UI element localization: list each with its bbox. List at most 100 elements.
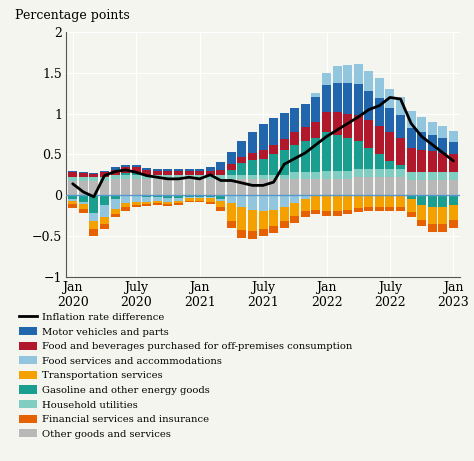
- Bar: [311, 195, 320, 210]
- Bar: [449, 181, 458, 195]
- Bar: [142, 197, 151, 201]
- Bar: [259, 159, 267, 175]
- Bar: [79, 209, 88, 213]
- Bar: [90, 177, 98, 181]
- Bar: [365, 207, 374, 212]
- Bar: [184, 197, 193, 198]
- Bar: [216, 170, 225, 175]
- Bar: [269, 226, 278, 233]
- Bar: [301, 211, 310, 217]
- Bar: [153, 179, 162, 195]
- Bar: [385, 161, 394, 169]
- Bar: [153, 171, 162, 175]
- Bar: [428, 122, 437, 135]
- Bar: [290, 108, 299, 132]
- Bar: [227, 195, 236, 203]
- Bar: [216, 207, 225, 211]
- Bar: [322, 179, 331, 195]
- Bar: [269, 175, 278, 179]
- Bar: [195, 197, 204, 198]
- Bar: [269, 154, 278, 175]
- Bar: [237, 207, 246, 230]
- Bar: [259, 175, 267, 179]
- Bar: [216, 199, 225, 201]
- Bar: [153, 197, 162, 201]
- Bar: [132, 165, 141, 167]
- Bar: [164, 179, 173, 195]
- Bar: [343, 138, 352, 171]
- Bar: [248, 179, 257, 195]
- Bar: [132, 195, 141, 201]
- Bar: [216, 201, 225, 207]
- Bar: [248, 160, 257, 175]
- Bar: [417, 219, 426, 226]
- Bar: [132, 201, 141, 205]
- Bar: [90, 221, 98, 230]
- Bar: [164, 175, 173, 179]
- Bar: [417, 117, 426, 132]
- Bar: [311, 210, 320, 214]
- Bar: [216, 162, 225, 170]
- Bar: [184, 179, 193, 195]
- Bar: [142, 170, 151, 175]
- Bar: [121, 167, 130, 173]
- Bar: [121, 173, 130, 175]
- Bar: [385, 207, 394, 211]
- Bar: [396, 207, 405, 212]
- Bar: [195, 169, 204, 171]
- Bar: [68, 201, 77, 204]
- Bar: [90, 230, 98, 236]
- Bar: [174, 201, 183, 203]
- Bar: [449, 219, 458, 228]
- Bar: [174, 179, 183, 195]
- Bar: [206, 201, 215, 204]
- Bar: [110, 167, 119, 170]
- Bar: [110, 199, 119, 209]
- Bar: [227, 170, 236, 175]
- Bar: [385, 177, 394, 195]
- Bar: [100, 224, 109, 229]
- Bar: [354, 84, 363, 115]
- Bar: [227, 152, 236, 164]
- Bar: [449, 142, 458, 154]
- Bar: [206, 167, 215, 171]
- Bar: [322, 171, 331, 179]
- Bar: [184, 175, 193, 179]
- Bar: [333, 195, 342, 212]
- Bar: [174, 198, 183, 201]
- Bar: [322, 85, 331, 112]
- Bar: [110, 179, 119, 195]
- Bar: [184, 169, 193, 171]
- Bar: [449, 172, 458, 181]
- Bar: [311, 138, 320, 172]
- Bar: [174, 203, 183, 205]
- Bar: [375, 98, 384, 126]
- Bar: [333, 66, 342, 83]
- Bar: [206, 171, 215, 175]
- Bar: [90, 195, 98, 213]
- Bar: [142, 204, 151, 206]
- Bar: [333, 135, 342, 171]
- Bar: [322, 132, 331, 171]
- Bar: [311, 172, 320, 179]
- Bar: [354, 208, 363, 212]
- Bar: [110, 209, 119, 214]
- Bar: [449, 195, 458, 205]
- Bar: [428, 135, 437, 151]
- Bar: [428, 151, 437, 172]
- Bar: [259, 124, 267, 150]
- Bar: [248, 195, 257, 210]
- Bar: [301, 142, 310, 172]
- Bar: [269, 210, 278, 226]
- Bar: [110, 170, 119, 175]
- Bar: [365, 120, 374, 148]
- Bar: [79, 177, 88, 181]
- Bar: [227, 179, 236, 195]
- Bar: [164, 198, 173, 201]
- Bar: [280, 221, 289, 228]
- Bar: [375, 154, 384, 169]
- Bar: [216, 175, 225, 179]
- Bar: [195, 171, 204, 175]
- Bar: [449, 154, 458, 172]
- Bar: [195, 198, 204, 201]
